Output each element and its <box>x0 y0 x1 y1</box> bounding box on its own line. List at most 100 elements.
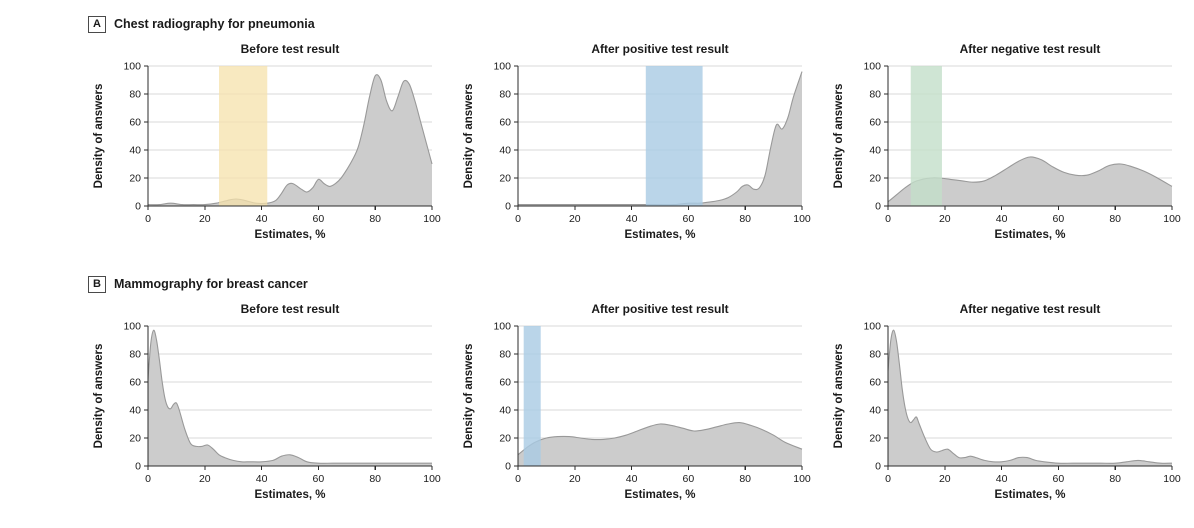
panel-b: B Mammography for breast cancer Before t… <box>88 274 1184 504</box>
y-tick-label: 100 <box>123 61 141 73</box>
x-tick-label: 20 <box>939 473 951 485</box>
y-axis-label: Density of answers <box>93 84 105 189</box>
y-axis-label: Density of answers <box>93 344 105 449</box>
y-tick-label: 60 <box>129 377 141 389</box>
x-tick-label: 60 <box>683 213 695 225</box>
y-tick-label: 0 <box>505 201 511 213</box>
density-area <box>518 71 802 206</box>
charts-row-b: Before test result 0 20 40 60 80 100 0 20 40 60 80 1… <box>90 300 1184 504</box>
x-tick-label: 0 <box>515 213 521 225</box>
x-tick-label: 100 <box>423 213 441 225</box>
chart-svg: After positive test result 0 20 40 60 80 100 0 2… <box>463 302 811 501</box>
x-tick-label: 20 <box>569 473 581 485</box>
panel-a-title: Chest radiography for pneumonia <box>113 17 315 31</box>
x-tick-label: 0 <box>145 213 151 225</box>
y-axis-label: Density of answers <box>833 344 845 449</box>
x-tick-label: 100 <box>793 213 811 225</box>
density-area <box>888 330 1172 466</box>
y-tick-label: 60 <box>499 377 511 389</box>
y-tick-label: 20 <box>869 433 881 445</box>
x-tick-label: 80 <box>369 213 381 225</box>
x-tick-label: 100 <box>1163 213 1181 225</box>
y-tick-label: 0 <box>505 461 511 473</box>
x-tick-label: 80 <box>1109 473 1121 485</box>
highlight-band <box>645 66 703 206</box>
x-tick-label: 40 <box>996 213 1008 225</box>
y-tick-label: 80 <box>869 349 881 361</box>
chart-svg: After positive test result 0 20 40 60 80 100 0 2… <box>463 42 811 241</box>
y-tick-label: 60 <box>869 377 881 389</box>
y-tick-label: 20 <box>499 433 511 445</box>
y-tick-label: 20 <box>499 173 511 185</box>
y-tick-label: 0 <box>875 461 881 473</box>
chart-title: After positive test result <box>591 42 728 56</box>
y-tick-label: 100 <box>493 321 511 333</box>
y-tick-label: 80 <box>869 89 881 101</box>
chart-svg: After negative test result 0 20 40 60 80 100 0 2… <box>833 302 1181 501</box>
y-tick-label: 20 <box>129 173 141 185</box>
y-tick-label: 0 <box>135 461 141 473</box>
y-tick-label: 100 <box>123 321 141 333</box>
y-tick-label: 80 <box>129 349 141 361</box>
x-tick-label: 20 <box>199 213 211 225</box>
density-area <box>148 74 432 206</box>
y-tick-label: 60 <box>869 117 881 129</box>
y-tick-label: 20 <box>869 173 881 185</box>
density-area <box>888 156 1172 206</box>
x-tick-label: 60 <box>313 213 325 225</box>
x-axis-label: Estimates, % <box>995 489 1066 501</box>
x-tick-label: 60 <box>1053 473 1065 485</box>
x-tick-label: 80 <box>1109 213 1121 225</box>
x-axis-label: Estimates, % <box>625 229 696 241</box>
panel-b-title: Mammography for breast cancer <box>113 277 308 291</box>
panel-a: A Chest radiography for pneumonia Before… <box>88 14 1184 244</box>
panel-a-letter: A <box>88 15 106 33</box>
y-tick-label: 20 <box>129 433 141 445</box>
x-tick-label: 20 <box>199 473 211 485</box>
x-tick-label: 20 <box>569 213 581 225</box>
y-tick-label: 80 <box>499 349 511 361</box>
density-curve <box>887 329 1173 464</box>
panel-a-header: A Chest radiography for pneumonia <box>88 14 1184 34</box>
x-axis-label: Estimates, % <box>625 489 696 501</box>
y-tick-label: 60 <box>129 117 141 129</box>
x-tick-label: 40 <box>256 213 268 225</box>
density-chart-b-2: After positive test result 0 20 40 60 80 100 0 2… <box>460 300 812 504</box>
x-tick-label: 0 <box>515 473 521 485</box>
x-tick-label: 80 <box>739 213 751 225</box>
highlight-band <box>523 326 541 466</box>
x-tick-label: 100 <box>1163 473 1181 485</box>
y-tick-label: 40 <box>869 145 881 157</box>
panel-b-letter: B <box>88 275 106 293</box>
y-tick-label: 80 <box>129 89 141 101</box>
y-axis-label: Density of answers <box>463 84 475 189</box>
x-axis-label: Estimates, % <box>255 229 326 241</box>
chart-title: Before test result <box>241 42 340 56</box>
y-tick-label: 40 <box>129 145 141 157</box>
x-tick-label: 40 <box>996 473 1008 485</box>
density-chart-b-1: Before test result 0 20 40 60 80 100 0 20 40 60 80 1… <box>90 300 442 504</box>
x-axis-label: Estimates, % <box>255 489 326 501</box>
x-tick-label: 100 <box>423 473 441 485</box>
density-curve <box>517 71 803 206</box>
chart-svg: Before test result 0 20 40 60 80 100 0 20 40 60 80 1… <box>93 42 441 241</box>
y-tick-label: 60 <box>499 117 511 129</box>
x-tick-label: 0 <box>145 473 151 485</box>
density-chart-b-3: After negative test result 0 20 40 60 80 100 0 2… <box>830 300 1182 504</box>
density-chart-a-3: After negative test result 0 20 40 60 80 100 0 2… <box>830 40 1182 244</box>
x-tick-label: 40 <box>256 473 268 485</box>
x-tick-label: 60 <box>683 473 695 485</box>
y-tick-label: 100 <box>863 321 881 333</box>
y-tick-label: 80 <box>499 89 511 101</box>
density-area <box>148 330 432 466</box>
x-tick-label: 40 <box>626 473 638 485</box>
y-axis-label: Density of answers <box>833 84 845 189</box>
chart-title: Before test result <box>241 302 340 316</box>
y-tick-label: 100 <box>493 61 511 73</box>
x-tick-label: 20 <box>939 213 951 225</box>
x-tick-label: 0 <box>885 473 891 485</box>
density-chart-a-1: Before test result 0 20 40 60 80 100 0 20 40 60 80 1… <box>90 40 442 244</box>
chart-title: After positive test result <box>591 302 728 316</box>
density-area <box>518 422 802 466</box>
